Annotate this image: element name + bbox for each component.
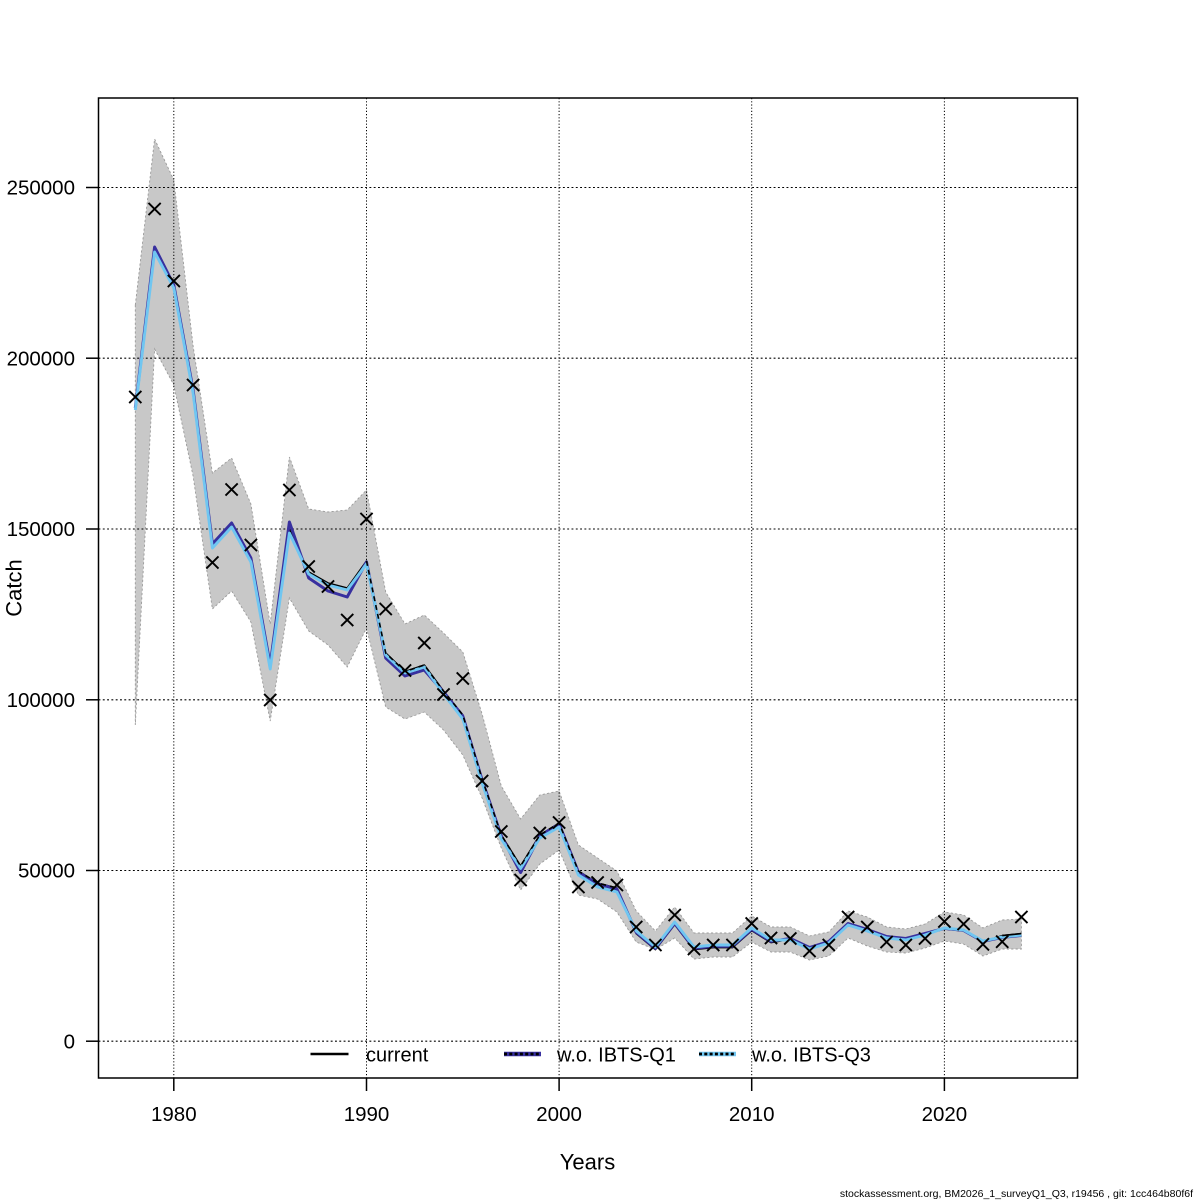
svg-text:0: 0 [64,1031,75,1054]
svg-text:w.o. IBTS-Q3: w.o. IBTS-Q3 [751,1045,871,1067]
svg-text:2010: 2010 [729,1103,775,1126]
svg-text:200000: 200000 [7,347,75,370]
svg-text:Years: Years [560,1150,615,1175]
svg-text:stockassessment.org, BM2026_1_: stockassessment.org, BM2026_1_surveyQ1_Q… [840,1188,1193,1200]
svg-text:50000: 50000 [18,860,75,883]
svg-text:2020: 2020 [922,1103,968,1126]
svg-text:250000: 250000 [7,177,75,200]
svg-text:2000: 2000 [536,1103,582,1126]
svg-text:current: current [366,1045,429,1067]
svg-text:Catch: Catch [2,559,27,616]
svg-text:1980: 1980 [151,1103,197,1126]
svg-text:w.o. IBTS-Q1: w.o. IBTS-Q1 [556,1045,676,1067]
svg-text:150000: 150000 [7,518,75,541]
svg-text:100000: 100000 [7,689,75,712]
svg-text:1990: 1990 [344,1103,390,1126]
